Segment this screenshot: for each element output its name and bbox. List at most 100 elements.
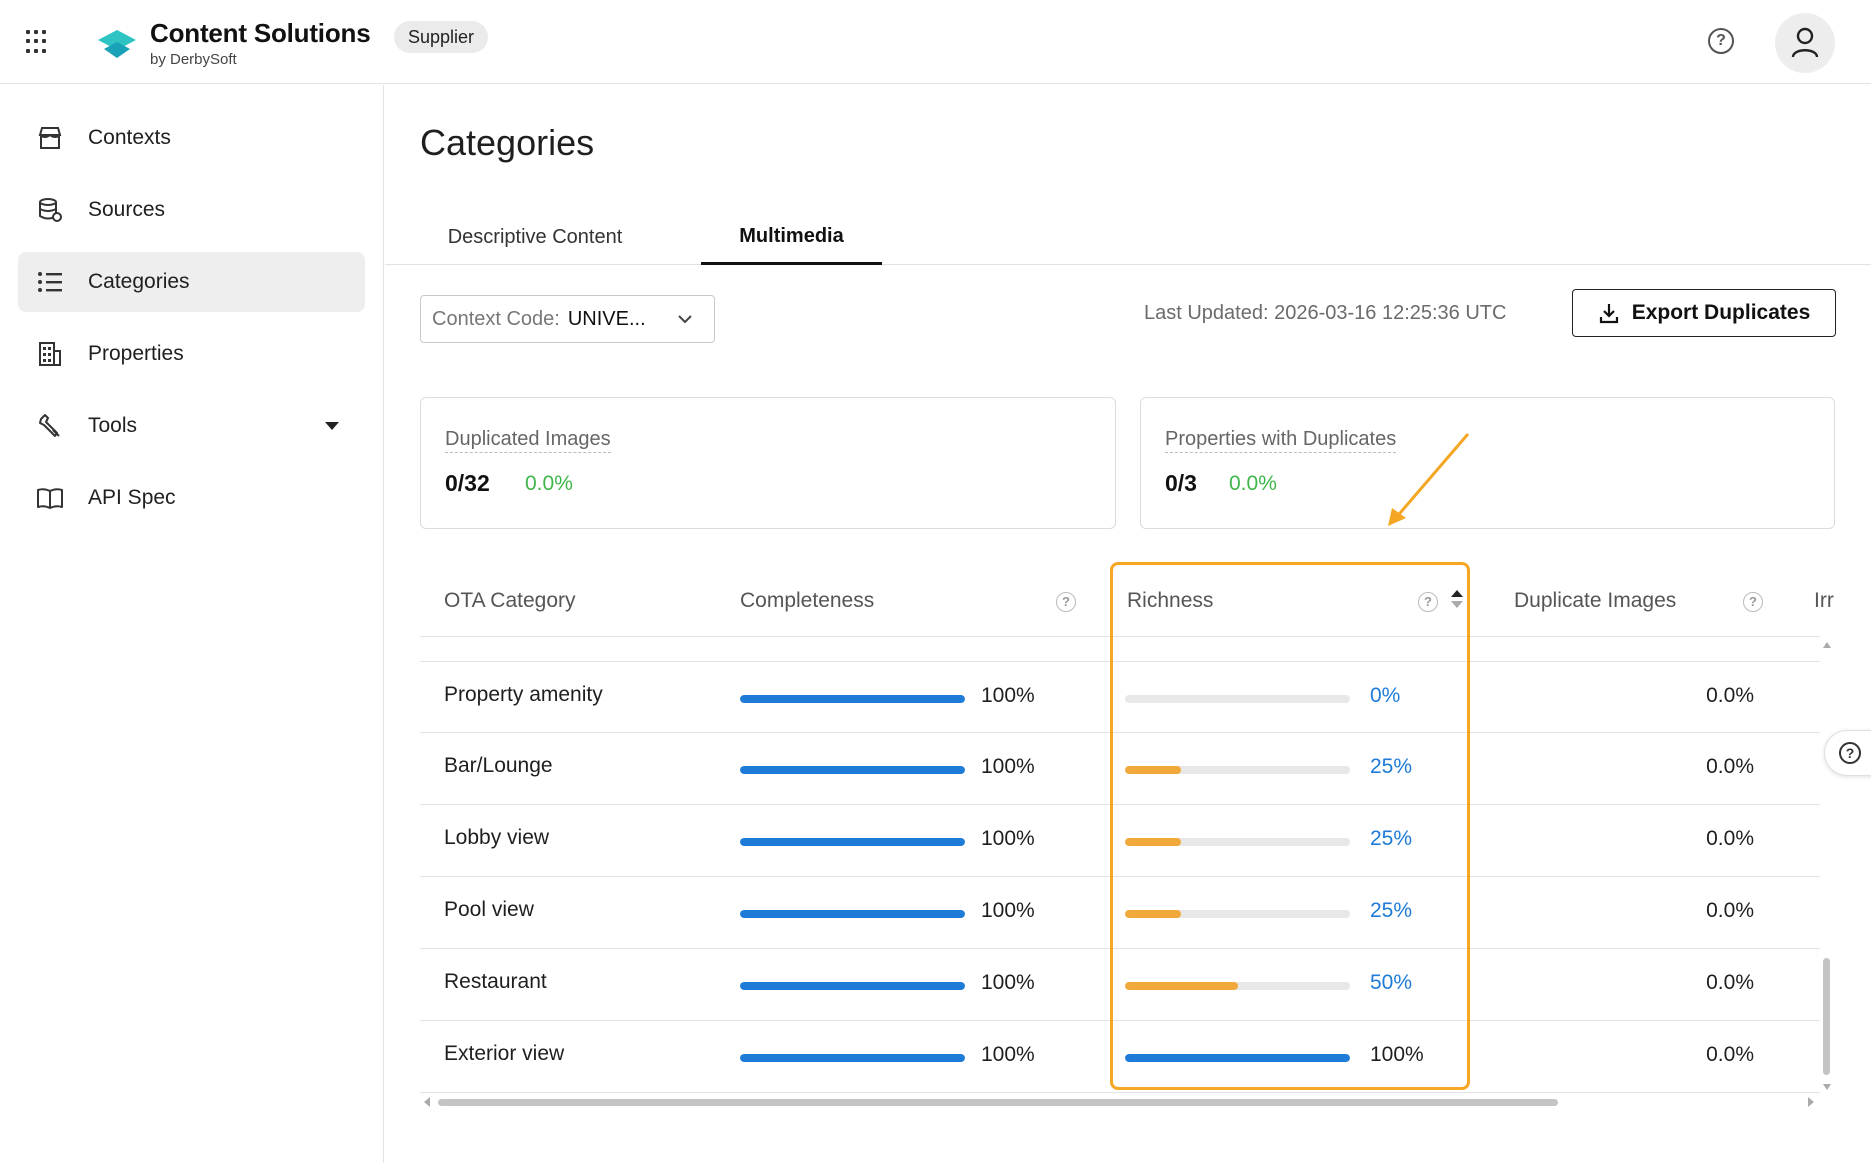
column-header-ota-category[interactable]: OTA Category (444, 589, 576, 612)
duplicate-images-value: 0.0% (1706, 755, 1754, 778)
table-row[interactable]: Exterior view 100% 100% 0.0% (420, 1021, 1820, 1093)
help-icon[interactable]: ? (1056, 592, 1076, 612)
richness-value: 100% (1370, 1043, 1424, 1066)
vertical-scroll-thumb[interactable] (1823, 958, 1830, 1075)
app-grid-icon[interactable] (26, 30, 50, 54)
store-icon (36, 124, 64, 152)
richness-bar (1125, 1054, 1350, 1062)
last-updated: Last Updated: 2026-03-16 12:25:36 UTC (1144, 302, 1507, 324)
stat-card-duplicated-images: Duplicated Images 0/32 0.0% (420, 397, 1116, 529)
annotation-arrow (1388, 433, 1470, 526)
completeness-value: 100% (981, 755, 1035, 778)
context-code-select[interactable]: Context Code: UNIVE... (420, 295, 715, 343)
category-name: Restaurant (444, 970, 547, 993)
sidebar-item-label: Contexts (88, 126, 171, 149)
table-row[interactable]: Property amenity 100% 0% 0.0% (420, 661, 1820, 733)
duplicate-images-value: 0.0% (1706, 1043, 1754, 1066)
table-row[interactable]: Bar/Lounge 100% 25% 0.0% (420, 733, 1820, 805)
richness-value[interactable]: 25% (1370, 899, 1413, 922)
stat-percentage: 0.0% (1229, 472, 1277, 495)
sidebar-item-label: Properties (88, 342, 184, 365)
tab-multimedia[interactable]: Multimedia (701, 210, 882, 265)
stat-title: Properties with Duplicates (1165, 428, 1397, 453)
richness-bar-fill (1125, 838, 1182, 846)
list-icon (36, 268, 64, 296)
category-name: Pool view (444, 898, 534, 921)
sidebar-item-properties[interactable]: Properties (18, 324, 365, 384)
richness-bar-fill (1125, 910, 1182, 918)
sidebar-item-label: Sources (88, 198, 166, 221)
completeness-value: 100% (981, 684, 1035, 707)
help-icon[interactable]: ? (1418, 592, 1438, 612)
duplicate-images-value: 0.0% (1706, 684, 1754, 707)
brand: Content Solutions by DerbySoft (150, 18, 371, 68)
completeness-value: 100% (981, 827, 1035, 850)
help-icon: ? (1839, 742, 1861, 764)
role-badge: Supplier (394, 21, 489, 53)
sidebar-item-sources[interactable]: Sources (18, 180, 365, 240)
completeness-value: 100% (981, 971, 1035, 994)
column-header-richness[interactable]: Richness (1127, 589, 1214, 612)
sidebar-item-label: Categories (88, 270, 190, 293)
tab-descriptive-content[interactable]: Descriptive Content (447, 226, 623, 248)
richness-bar-fill (1125, 1054, 1350, 1062)
categories-table: OTA Category Completeness ? Richness ? D… (420, 565, 1840, 1100)
table-row[interactable]: Lobby view 100% 25% 0.0% (420, 805, 1820, 877)
export-duplicates-button[interactable]: Export Duplicates (1572, 289, 1836, 337)
column-header-duplicate-images[interactable]: Duplicate Images (1514, 589, 1677, 612)
richness-value[interactable]: 25% (1370, 755, 1413, 778)
sidebar-item-api-spec[interactable]: API Spec (18, 468, 365, 528)
sidebar-item-label: Tools (88, 414, 138, 437)
category-name: Lobby view (444, 826, 550, 849)
page-title: Categories (420, 122, 595, 163)
brand-subtitle: by DerbySoft (150, 51, 237, 68)
sidebar-item-tools[interactable]: Tools (18, 396, 365, 456)
horizontal-scrollbar[interactable] (420, 1096, 1820, 1108)
category-name: Bar/Lounge (444, 754, 553, 777)
completeness-bar-fill (740, 766, 965, 774)
stat-value: 0/3 (1165, 470, 1197, 496)
richness-bar (1125, 838, 1350, 846)
stat-card-properties-with-duplicates: Properties with Duplicates 0/3 0.0% (1140, 397, 1835, 529)
table-row[interactable]: Restaurant 100% 50% 0.0% (420, 949, 1820, 1021)
help-icon[interactable]: ? (1708, 28, 1734, 54)
tab-bar: Descriptive Content Multimedia (385, 210, 1871, 265)
completeness-bar (740, 982, 965, 990)
richness-value[interactable]: 25% (1370, 827, 1413, 850)
sort-icon[interactable] (1450, 588, 1464, 610)
user-avatar[interactable] (1775, 13, 1835, 73)
richness-bar-fill (1125, 982, 1238, 990)
sidebar-item-contexts[interactable]: Contexts (18, 108, 365, 168)
completeness-bar-fill (740, 695, 965, 703)
scroll-up-icon (1823, 642, 1831, 648)
sidebar: Contexts Sources Categories Properties T… (0, 85, 384, 1163)
scroll-right-icon (1808, 1097, 1814, 1107)
table-row[interactable]: Pool view 100% 25% 0.0% (420, 877, 1820, 949)
richness-value[interactable]: 50% (1370, 971, 1413, 994)
sidebar-item-label: API Spec (88, 486, 176, 509)
building-icon (36, 340, 64, 368)
sidebar-item-categories[interactable]: Categories (18, 252, 365, 312)
export-duplicates-label: Export Duplicates (1631, 301, 1811, 324)
caret-down-icon (325, 422, 339, 430)
duplicate-images-value: 0.0% (1706, 971, 1754, 994)
stat-title: Duplicated Images (445, 428, 611, 453)
column-header-irr[interactable]: Irr (1814, 589, 1834, 612)
floating-help-button[interactable]: ? (1824, 730, 1871, 776)
scroll-left-icon (424, 1097, 430, 1107)
brand-name: Content Solutions (150, 18, 371, 48)
column-header-completeness[interactable]: Completeness (740, 589, 875, 612)
chevron-down-icon (678, 315, 692, 324)
completeness-bar (740, 1054, 965, 1062)
richness-value[interactable]: 0% (1370, 684, 1401, 707)
vertical-scrollbar[interactable] (1822, 640, 1832, 1100)
completeness-value: 100% (981, 1043, 1035, 1066)
stat-value: 0/32 (445, 470, 490, 496)
duplicate-images-value: 0.0% (1706, 899, 1754, 922)
horizontal-scroll-thumb[interactable] (438, 1099, 1558, 1106)
completeness-value: 100% (981, 899, 1035, 922)
book-icon (36, 484, 64, 512)
download-icon (1599, 304, 1618, 324)
completeness-bar (740, 766, 965, 774)
help-icon[interactable]: ? (1743, 592, 1763, 612)
